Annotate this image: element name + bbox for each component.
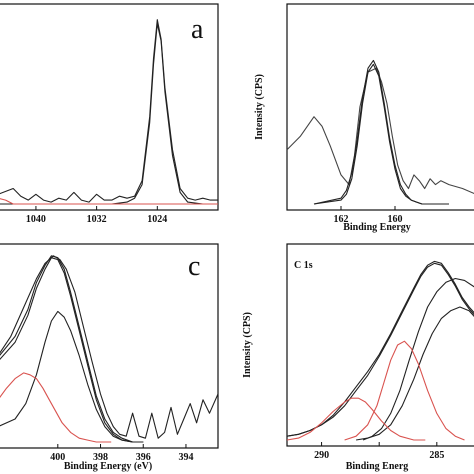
panel-b-series-0 <box>286 67 474 195</box>
panel-a: 1040 1032 1024 a <box>0 3 219 225</box>
panel-d-series-1 <box>286 262 474 437</box>
panel-a-xtick-label-2: 1024 <box>147 214 167 225</box>
panel-b-xtick-label-1: 160 <box>388 214 403 225</box>
panel-a-letter: a <box>191 14 204 45</box>
panel-d-series-5 <box>344 340 465 441</box>
panel-d-ylabel: Intensity (CPS) <box>242 312 253 378</box>
panel-a-xtick-label-0: 1040 <box>26 214 46 225</box>
panel-a-series-0 <box>0 19 218 203</box>
panel-a-xtick-label-1: 1032 <box>87 214 107 225</box>
panel-c-series-2 <box>0 255 144 443</box>
panel-c-series-0 <box>0 255 219 439</box>
panel-c-series-4 <box>0 372 112 443</box>
panel-c-xtick-label-1: 398 <box>93 452 108 463</box>
panel-c-xtick-label-2: 396 <box>136 452 151 463</box>
panel-a-series-2 <box>0 198 218 205</box>
panel-c-series-1 <box>0 257 144 443</box>
panel-b-xlabel: Binding Energy <box>343 222 411 233</box>
panel-c: 400 398 396 394 Binding Energy (eV) c <box>0 243 219 472</box>
panel-a-frame <box>0 3 219 211</box>
panel-d-tag: C 1s <box>294 260 313 271</box>
panel-b-xtick-label-0: 162 <box>334 214 349 225</box>
panel-d-xlabel: Binding Energ <box>346 461 409 472</box>
panel-d-series-4 <box>286 397 426 441</box>
panel-c-xtick-label-3: 394 <box>178 452 193 463</box>
panel-c-xtick-label-0: 400 <box>50 452 65 463</box>
panel-d-frame <box>286 243 474 447</box>
panel-c-xlabel: Binding Energy (eV) <box>64 461 152 472</box>
panel-c-frame <box>0 243 219 449</box>
panel-c-series-3 <box>0 310 144 443</box>
panel-d-series-3 <box>362 277 474 441</box>
panel-b-series-2 <box>313 59 449 205</box>
panel-d-series-2 <box>356 306 474 441</box>
panel-c-letter: c <box>188 251 200 282</box>
panel-b-ylabel: Intensity (CPS) <box>254 74 265 140</box>
panel-d-xtick-label-2: 285 <box>429 450 444 461</box>
panel-d: 290 285 Binding Energ Intensity (CPS) C 1s <box>242 243 474 472</box>
panel-b-frame <box>286 3 474 211</box>
panel-d-xtick-label-0: 290 <box>314 450 329 461</box>
